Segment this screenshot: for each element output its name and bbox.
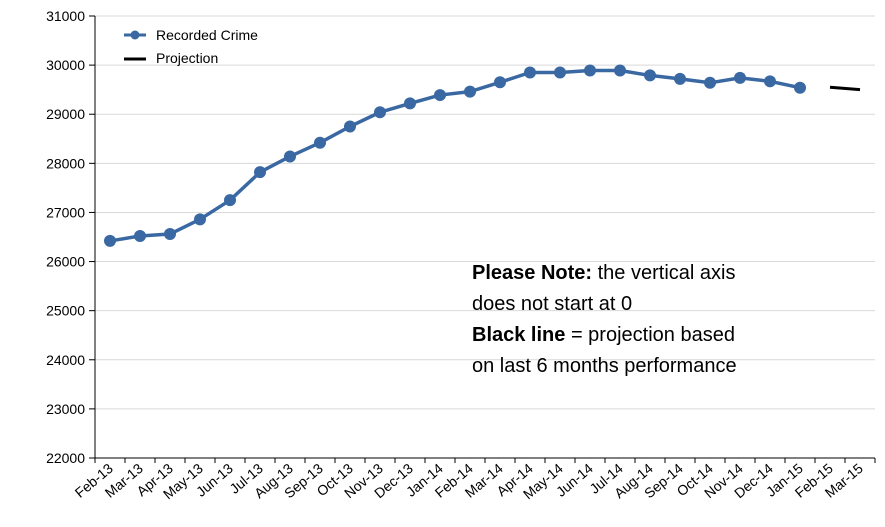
recorded-crime-point	[374, 106, 386, 119]
recorded-crime-point	[404, 97, 416, 110]
recorded-crime-point	[314, 136, 326, 149]
legend-projection-label: Projection	[156, 50, 218, 66]
recorded-crime-point	[554, 66, 566, 79]
y-tick-label: 27000	[46, 204, 85, 220]
recorded-crime-point	[794, 81, 806, 94]
note-line-1-bold: Please Note:	[472, 262, 592, 284]
recorded-crime-point	[104, 234, 116, 247]
recorded-crime-point	[134, 230, 146, 243]
note-line-3: Black line = projection based	[472, 324, 735, 346]
note-line-1-rest: the vertical axis	[592, 262, 735, 284]
recorded-crime-line	[109, 68, 801, 243]
recorded-crime-point	[494, 76, 506, 89]
y-tick-label: 30000	[46, 57, 85, 73]
recorded-crime-point	[524, 66, 536, 79]
recorded-crime-point	[434, 89, 446, 102]
axes	[94, 16, 875, 459]
y-tick-label: 23000	[46, 401, 85, 417]
legend-recorded-crime-marker	[130, 30, 140, 40]
y-tick-labels: 22000 23000 24000 25000 26000 27000 28000 29000…	[46, 8, 95, 466]
recorded-crime-point	[734, 71, 746, 84]
x-tick-labels: Feb-13Mar-13Apr-13May-13Jun-13Jul-13Aug-…	[72, 458, 876, 502]
y-tick-label: 28000	[46, 155, 85, 171]
chart-note: Please Note: the vertical axis does not …	[472, 262, 737, 377]
recorded-crime-point	[704, 76, 716, 89]
y-tick-label: 22000	[46, 450, 85, 466]
note-line-3-rest: = projection based	[565, 324, 735, 346]
recorded-crime-point	[644, 69, 656, 82]
recorded-crime-point	[614, 64, 626, 77]
note-line-4: on last 6 months performance	[472, 355, 737, 377]
series-group	[104, 64, 861, 247]
recorded-crime-point	[194, 213, 206, 226]
legend: Recorded Crime Projection	[124, 27, 258, 66]
projection-line	[829, 85, 861, 92]
y-tick-label: 29000	[46, 106, 85, 122]
recorded-crime-point	[164, 228, 176, 241]
note-line-2: does not start at 0	[472, 293, 632, 315]
recorded-crime-point	[344, 120, 356, 133]
note-line-3-bold: Black line	[472, 324, 565, 346]
recorded-crime-point	[254, 166, 266, 179]
recorded-crime-point	[224, 194, 236, 207]
recorded-crime-point	[674, 72, 686, 85]
note-line-1: Please Note: the vertical axis	[472, 262, 735, 284]
y-tick-label: 26000	[46, 254, 85, 270]
recorded-crime-point	[284, 150, 296, 163]
gridlines	[95, 15, 875, 459]
y-tick-label: 31000	[46, 8, 85, 24]
legend-recorded-crime-label: Recorded Crime	[156, 27, 258, 43]
recorded-crime-point	[584, 64, 596, 77]
recorded-crime-point	[464, 85, 476, 98]
y-tick-label: 24000	[46, 352, 85, 368]
y-tick-label: 25000	[46, 303, 85, 319]
recorded-crime-point	[764, 75, 776, 88]
